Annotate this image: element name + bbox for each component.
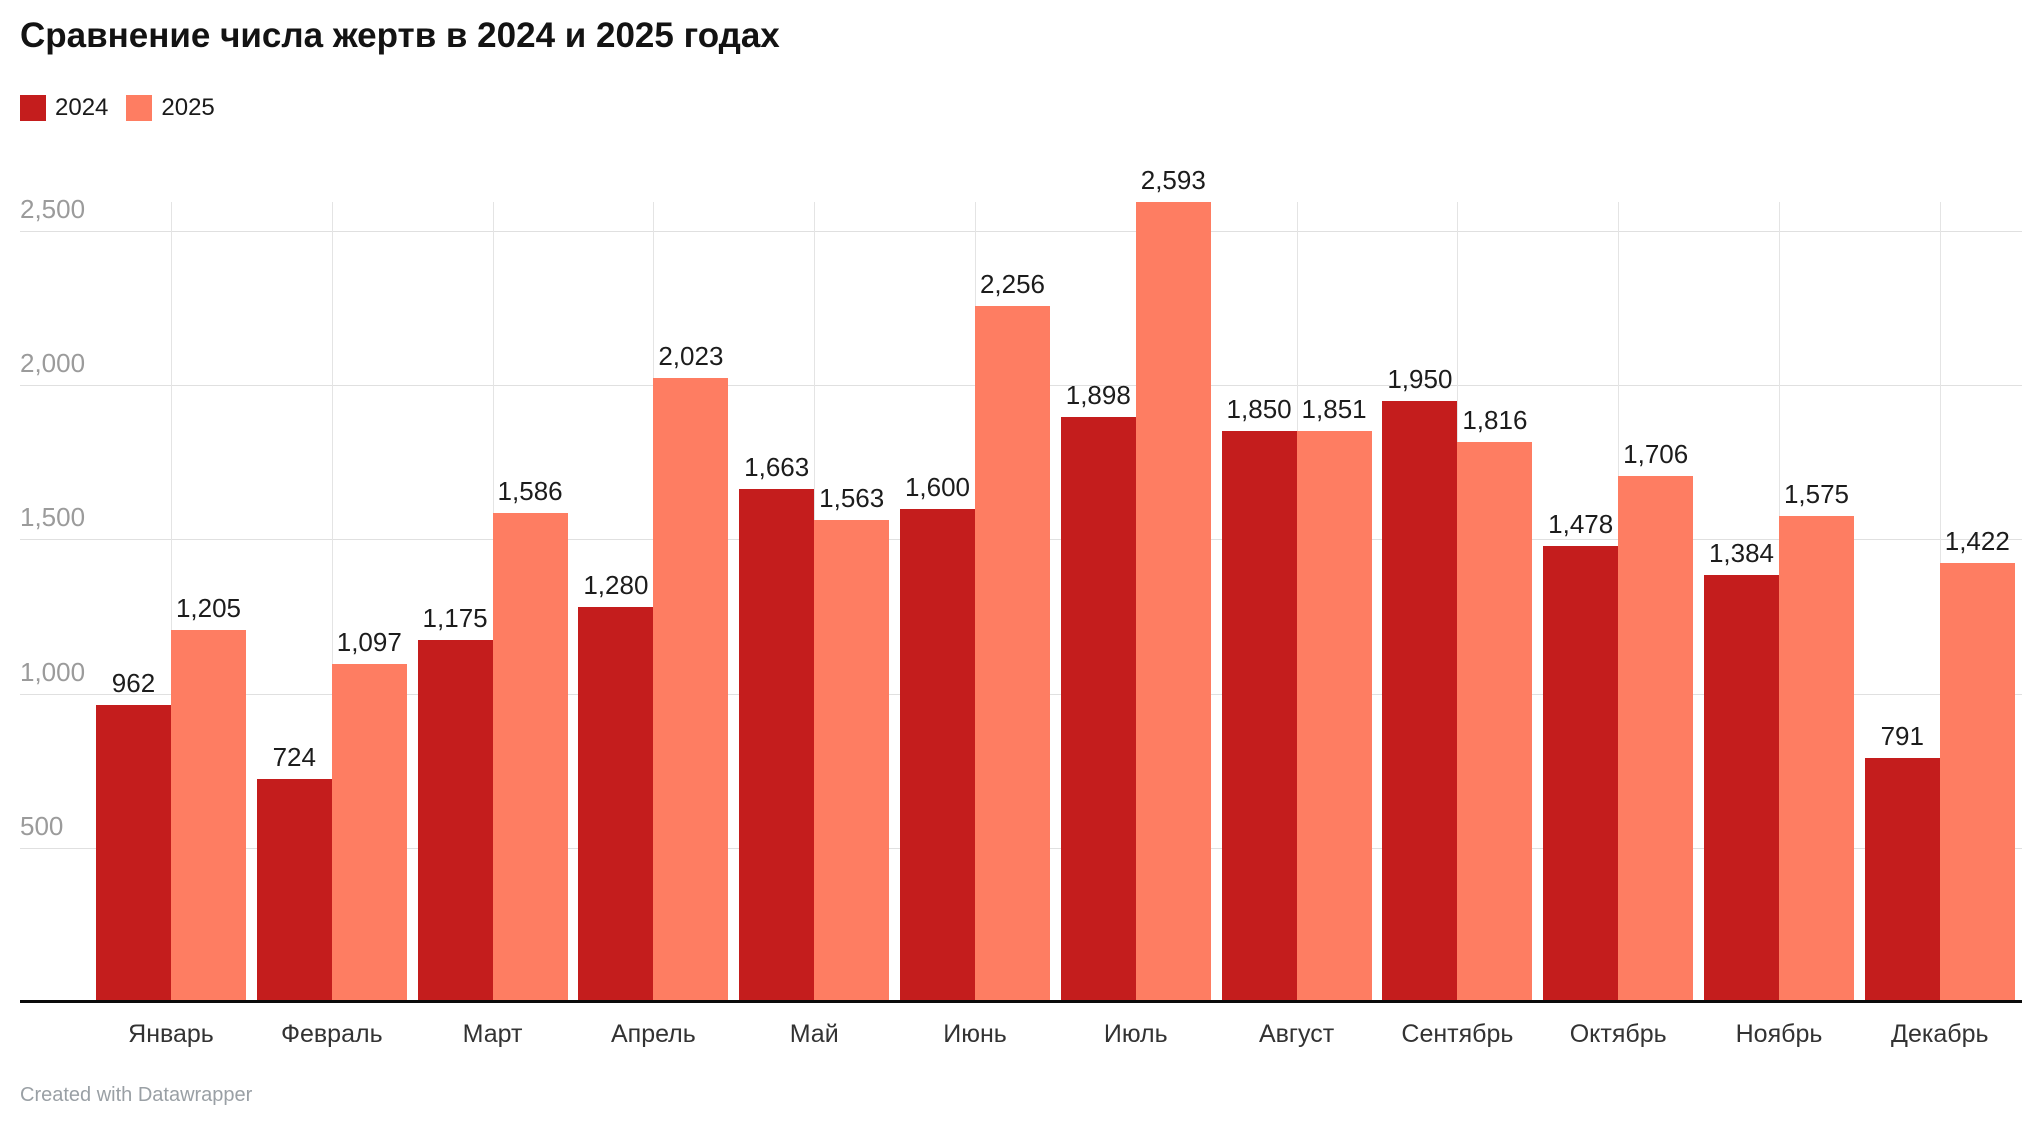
legend-label-2024: 2024 [55,94,109,121]
bar-value-label: 1,851 [1301,394,1367,425]
bar-2025 [1457,441,1533,1002]
bar-2024 [96,705,171,1002]
legend-item-2025: 2025 [126,94,215,122]
bar-2025 [331,663,407,1002]
x-axis-category-label: Апрель [610,1020,696,1048]
bar-2025 [814,519,890,1002]
x-axis-category-label: Март [462,1020,523,1048]
bar-value-label: 1,950 [1387,363,1453,394]
legend-label-2025: 2025 [161,94,215,121]
bar-2025 [492,512,568,1002]
bar-2024 [1704,575,1779,1002]
x-axis-category-label: Октябрь [1569,1020,1667,1048]
bar-2024 [739,489,815,1002]
bar-2025 [1618,475,1694,1002]
x-axis-category-label: Август [1258,1020,1335,1048]
bar-2025 [171,630,246,1002]
bar-2024 [578,607,654,1002]
bar-value-label: 1,478 [1548,509,1614,540]
bar-2024 [256,778,332,1002]
legend: 2024 2025 [20,94,215,122]
bar-value-label: 1,706 [1623,438,1689,469]
x-axis-category-label: Май [789,1020,839,1048]
bar-2025 [653,378,729,1002]
bar-2024 [1382,400,1458,1002]
y-axis-tick-label: 1,000 [20,656,86,687]
bar-value-label: 724 [272,741,316,772]
bar-value-label: 1,280 [583,570,649,601]
bar-value-label: 1,384 [1708,538,1775,569]
bar-2024 [900,508,975,1002]
datawrapper-credit: Created with Datawrapper [20,1084,253,1106]
legend-swatch-2024 [20,95,46,121]
x-axis-category-label: Июнь [943,1020,1007,1048]
category-gridline [331,202,333,1002]
x-axis-category-label: Декабрь [1891,1020,1989,1048]
bar-2025 [1939,563,2015,1002]
x-axis-category-label: Февраль [280,1020,383,1048]
y-axis-tick-label: 500 [20,810,64,841]
bar-value-label: 2,023 [658,341,724,372]
bar-2024 [1543,546,1619,1002]
bar-value-label: 1,575 [1783,479,1850,510]
x-axis-category-label: Сентябрь [1401,1020,1514,1048]
x-axis-category-label: Ноябрь [1735,1020,1823,1048]
bar-2024 [1060,416,1136,1002]
x-axis-category-label: Январь [128,1020,214,1048]
y-axis-tick-label: 1,500 [20,502,86,533]
x-axis-line [20,1000,2022,1003]
bar-value-label: 1,205 [175,593,242,624]
bar-value-label: 791 [1880,721,1924,752]
legend-swatch-2025 [126,95,153,121]
bar-value-label: 1,097 [336,626,402,657]
y-gridline [20,231,2022,232]
y-axis-tick-label: 2,500 [20,194,86,224]
bar-value-label: 2,593 [1140,165,1206,196]
bar-value-label: 962 [111,668,156,699]
chart-title: Сравнение числа жертв в 2024 и 2025 года… [20,16,780,55]
bar-value-label: 1,563 [819,482,885,513]
bar-2025 [1296,431,1372,1002]
bar-2025 [1779,516,1854,1002]
bar-value-label: 2,256 [979,269,1046,300]
bar-2024 [417,639,493,1002]
bar-2024 [1221,431,1297,1002]
y-axis-tick-label: 2,000 [20,348,86,379]
bar-value-label: 1,850 [1226,394,1292,425]
bar-2025 [975,306,1050,1002]
bar-value-label: 1,586 [497,475,563,506]
legend-item-2024: 2024 [20,94,108,122]
category-gridline [171,202,172,1002]
bar-value-label: 1,600 [904,471,971,502]
bar-value-label: 1,898 [1065,379,1131,410]
x-axis-category-label: Июль [1103,1020,1168,1048]
bar-value-label: 1,663 [744,452,810,483]
bar-2024 [1864,758,1940,1002]
bar-2025 [1135,202,1211,1002]
bar-value-label: 1,175 [422,602,488,633]
bar-value-label: 1,422 [1944,526,2010,557]
bar-value-label: 1,816 [1462,404,1528,435]
